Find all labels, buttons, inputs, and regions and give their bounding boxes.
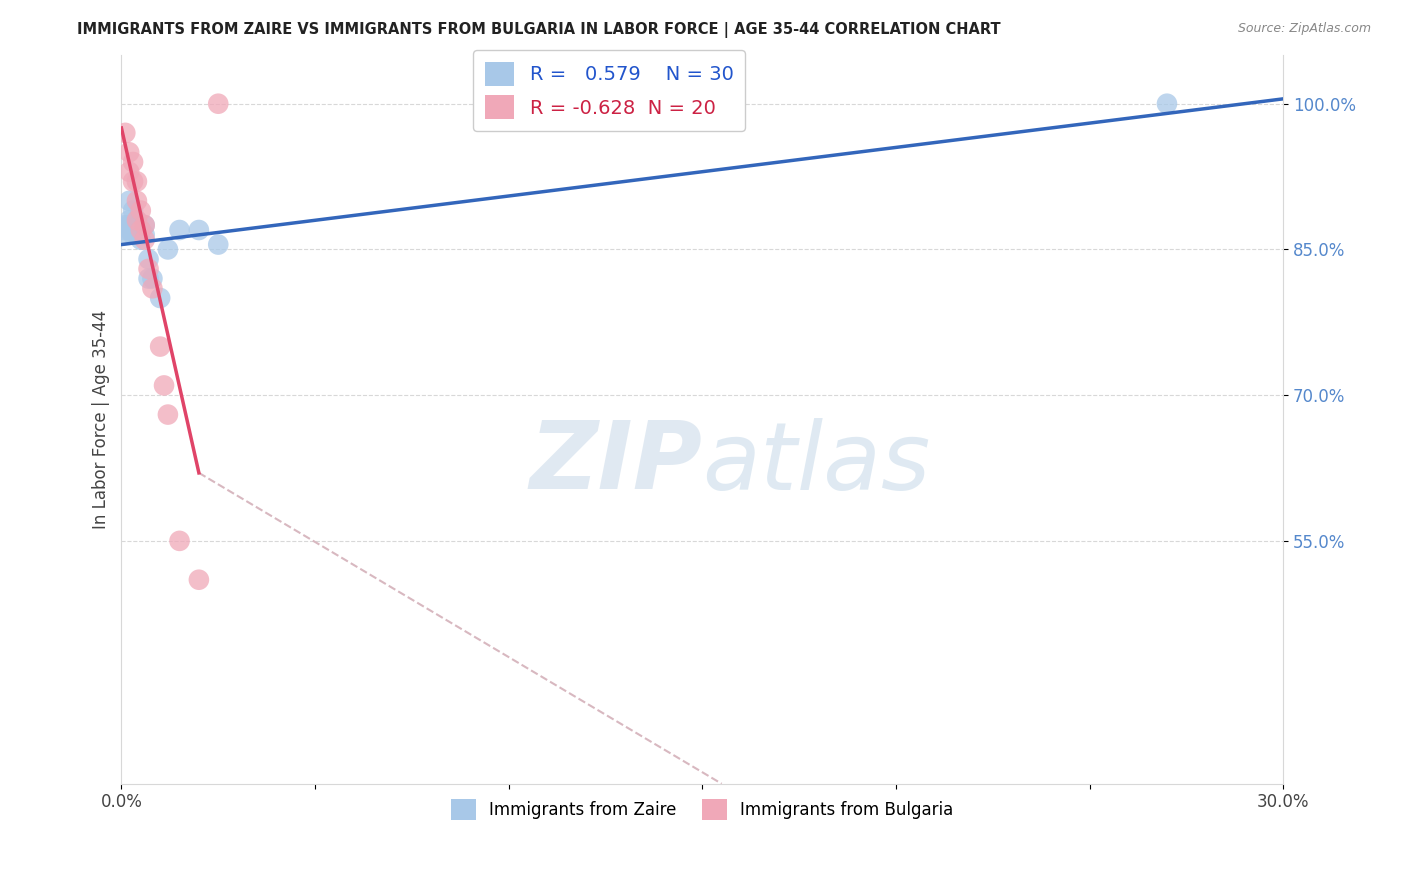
Text: atlas: atlas: [702, 417, 931, 508]
Point: [129, 233, 152, 247]
Point: [114, 126, 136, 140]
Point: [156, 408, 179, 422]
Point: [125, 218, 148, 232]
Point: [125, 227, 148, 242]
Point: [134, 218, 156, 232]
Point: [125, 194, 148, 208]
Point: [149, 340, 172, 354]
Text: IMMIGRANTS FROM ZAIRE VS IMMIGRANTS FROM BULGARIA IN LABOR FORCE | AGE 35-44 COR: IMMIGRANTS FROM ZAIRE VS IMMIGRANTS FROM…: [77, 22, 1001, 38]
Point: [1156, 96, 1178, 111]
Point: [141, 281, 163, 295]
Point: [156, 243, 179, 257]
Point: [207, 237, 229, 252]
Point: [122, 227, 145, 242]
Point: [122, 223, 145, 237]
Point: [187, 223, 209, 237]
Point: [138, 271, 160, 285]
Point: [138, 252, 160, 267]
Legend: Immigrants from Zaire, Immigrants from Bulgaria: Immigrants from Zaire, Immigrants from B…: [444, 793, 960, 826]
Point: [129, 203, 152, 218]
Point: [187, 573, 209, 587]
Point: [122, 174, 145, 188]
Point: [118, 145, 141, 160]
Point: [122, 218, 145, 232]
Point: [138, 261, 160, 276]
Point: [122, 203, 145, 218]
Point: [149, 291, 172, 305]
Point: [129, 223, 152, 237]
Text: ZIP: ZIP: [530, 417, 702, 509]
Point: [134, 233, 156, 247]
Point: [118, 223, 141, 237]
Point: [118, 165, 141, 179]
Point: [134, 218, 156, 232]
Point: [141, 271, 163, 285]
Point: [134, 227, 156, 242]
Point: [153, 378, 176, 392]
Point: [114, 218, 136, 232]
Point: [169, 533, 191, 548]
Point: [125, 213, 148, 227]
Point: [118, 213, 141, 227]
Point: [125, 213, 148, 227]
Y-axis label: In Labor Force | Age 35-44: In Labor Force | Age 35-44: [93, 310, 110, 529]
Point: [118, 194, 141, 208]
Text: Source: ZipAtlas.com: Source: ZipAtlas.com: [1237, 22, 1371, 36]
Point: [125, 174, 148, 188]
Point: [114, 227, 136, 242]
Point: [125, 223, 148, 237]
Point: [118, 218, 141, 232]
Point: [169, 223, 191, 237]
Point: [122, 155, 145, 169]
Point: [207, 96, 229, 111]
Point: [112, 223, 135, 237]
Point: [122, 223, 145, 237]
Point: [122, 218, 145, 232]
Point: [129, 223, 152, 237]
